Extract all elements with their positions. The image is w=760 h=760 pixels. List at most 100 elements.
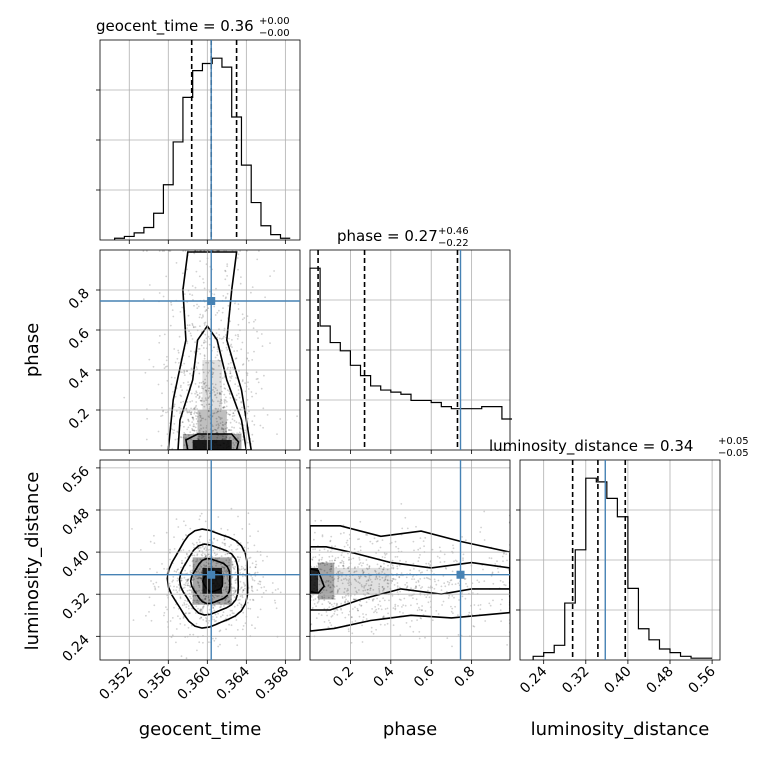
scatter-point (169, 324, 172, 327)
scatter-point (219, 418, 222, 421)
scatter-point (383, 552, 386, 555)
scatter-point (169, 585, 172, 587)
scatter-point (385, 552, 388, 555)
scatter-point (386, 607, 389, 610)
scatter-point (234, 579, 237, 582)
scatter-point (321, 561, 324, 564)
scatter-point (199, 592, 202, 595)
scatter-point (196, 558, 199, 560)
scatter-point (378, 589, 381, 592)
scatter-point (166, 355, 168, 358)
scatter-point (353, 598, 355, 600)
scatter-point (358, 538, 361, 540)
scatter-point (202, 552, 204, 554)
scatter-point (200, 317, 203, 319)
scatter-point (354, 579, 357, 581)
scatter-point (199, 416, 202, 419)
scatter-point (217, 612, 220, 615)
scatter-point (230, 549, 233, 551)
scatter-point (226, 552, 229, 555)
scatter-point (313, 566, 316, 568)
scatter-point (467, 614, 470, 616)
scatter-point (216, 539, 219, 542)
scatter-point (197, 577, 200, 580)
scatter-point (186, 556, 189, 558)
scatter-point (195, 541, 198, 544)
scatter-point (149, 568, 151, 570)
scatter-point (157, 586, 160, 588)
scatter-point (251, 359, 254, 361)
scatter-point (193, 304, 195, 307)
scatter-point (331, 584, 334, 586)
scatter-point (443, 553, 446, 556)
scatter-point (169, 407, 171, 410)
scatter-point (186, 370, 189, 373)
scatter-point (192, 559, 195, 562)
scatter-point (195, 622, 198, 625)
scatter-point (335, 604, 338, 607)
scatter-point (199, 325, 201, 328)
scatter-point (186, 410, 189, 413)
scatter-point (365, 582, 368, 585)
scatter-point (123, 396, 126, 399)
scatter-point (235, 579, 238, 581)
scatter-point (242, 589, 245, 591)
scatter-point (422, 540, 425, 542)
scatter-point (196, 307, 199, 309)
scatter-point (185, 408, 188, 410)
title-luminosity-distance-sup: +0.05 (718, 436, 749, 447)
scatter-point (342, 564, 345, 567)
scatter-point (197, 305, 200, 308)
scatter-point (352, 608, 354, 610)
scatter-point (214, 407, 217, 410)
scatter-point (365, 559, 368, 561)
scatter-point (247, 388, 250, 390)
scatter-point (175, 628, 178, 630)
scatter-point (226, 575, 229, 578)
scatter-point (221, 427, 224, 430)
scatter-point (403, 597, 406, 600)
scatter-point (254, 319, 257, 321)
scatter-point (343, 591, 346, 594)
scatter-point (234, 383, 237, 386)
scatter-point (323, 599, 326, 602)
scatter-point (367, 588, 369, 591)
scatter-point (163, 250, 166, 252)
scatter-point (364, 575, 366, 578)
scatter-point (336, 602, 338, 605)
scatter-point (277, 588, 279, 590)
scatter-point (205, 617, 207, 619)
scatter-point (323, 548, 326, 551)
scatter-point (456, 560, 458, 563)
scatter-point (236, 604, 239, 607)
scatter-point (241, 406, 243, 409)
panel-geocent-time-histogram (96, 39, 301, 244)
scatter-point (200, 570, 203, 573)
scatter-point (193, 407, 196, 410)
scatter-point (211, 415, 214, 417)
scatter-point (198, 412, 201, 415)
scatter-point (198, 568, 201, 570)
scatter-point (205, 399, 207, 401)
scatter-point (199, 353, 202, 355)
scatter-point (375, 575, 378, 578)
scatter-point (346, 590, 348, 592)
scatter-point (217, 400, 219, 403)
scatter-point (173, 415, 176, 418)
scatter-point (242, 611, 245, 614)
scatter-point (383, 599, 386, 602)
p-hist-0-frame (99, 39, 301, 241)
scatter-point (189, 595, 191, 598)
scatter-point (247, 405, 250, 408)
scatter-point (249, 556, 252, 559)
scatter-point (231, 346, 233, 348)
scatter-point (262, 407, 265, 410)
scatter-point (333, 586, 336, 588)
scatter-point (353, 571, 356, 574)
scatter-point (233, 612, 235, 615)
scatter-point (242, 589, 245, 592)
scatter-point (382, 588, 385, 591)
scatter-point (505, 553, 508, 555)
scatter-point (263, 374, 265, 377)
scatter-point (186, 584, 189, 587)
